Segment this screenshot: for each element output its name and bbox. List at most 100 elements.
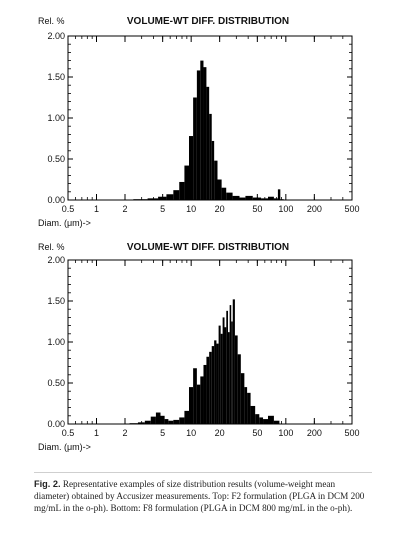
- chart-bottom-title: VOLUME-WT DIFF. DISTRIBUTION: [127, 242, 289, 253]
- chart-top-bar: [267, 196, 274, 200]
- chart-top-bar: [209, 113, 212, 200]
- chart-top-xlabel: Diam. (μm)->: [38, 218, 91, 228]
- chart-bottom-ytick-label: 0.00: [47, 419, 65, 429]
- chart-bottom-bar: [203, 364, 207, 424]
- chart-bottom-bar: [232, 299, 235, 424]
- chart-bottom-bar: [273, 420, 280, 424]
- chart-top-xtick-label: 50: [252, 204, 262, 214]
- chart-bottom-bar: [220, 333, 223, 424]
- chart-top-bar: [147, 198, 159, 200]
- chart-bottom-xtick-label: 5: [160, 428, 165, 438]
- chart-top-title: VOLUME-WT DIFF. DISTRIBUTION: [127, 16, 289, 27]
- chart-top-xtick-label: 500: [344, 204, 359, 214]
- chart-top-xtick-label: 200: [307, 204, 322, 214]
- chart-top-bar: [261, 198, 268, 200]
- chart-bottom-bar: [173, 419, 180, 424]
- chart-bottom-bar: [196, 384, 201, 424]
- chart-bottom-bar: [229, 305, 232, 424]
- chart-top-bar: [203, 67, 207, 200]
- chart-bottom-bar: [137, 422, 145, 424]
- chart-top-bar: [206, 86, 210, 200]
- chart-bottom-bar: [250, 405, 256, 424]
- chart-top-bar: [200, 60, 204, 200]
- chart-bottom-bar: [168, 420, 174, 424]
- chart-bottom-bar: [231, 321, 233, 424]
- chart-bottom-bar: [222, 317, 225, 424]
- chart-bottom: Rel. % VOLUME-WT DIFF. DISTRIBUTION Diam…: [38, 242, 360, 452]
- chart-top-bar: [179, 181, 185, 200]
- chart-top-bar: [214, 160, 218, 200]
- chart-top-ytick-label: 2.00: [47, 31, 65, 41]
- caption-label: Fig. 2.: [34, 479, 61, 489]
- figure-caption: Fig. 2. Representative examples of size …: [34, 478, 372, 515]
- chart-bottom-xtick-label: 500: [344, 428, 359, 438]
- chart-bottom-xtick-label: 0.5: [62, 428, 75, 438]
- chart-bottom-bar: [188, 387, 194, 424]
- chart-top-bar: [166, 194, 174, 200]
- chart-top-bar: [273, 198, 278, 200]
- chart-bottom-ytick-label: 1.50: [47, 296, 65, 306]
- chart-top-bar: [173, 190, 180, 200]
- chart-top: Rel. % VOLUME-WT DIFF. DISTRIBUTION Diam…: [38, 16, 360, 228]
- chart-top-xtick-label: 1: [94, 204, 99, 214]
- chart-top-bar: [184, 165, 189, 200]
- chart-bottom-bar: [200, 376, 204, 424]
- chart-top-bar: [280, 199, 284, 200]
- chart-top-xtick-label: 20: [215, 204, 225, 214]
- chart-bottom-bar: [237, 354, 241, 424]
- chart-top-bar: [133, 199, 148, 200]
- chart-bottom-bar: [216, 343, 219, 424]
- chart-bottom-xtick-label: 200: [307, 428, 322, 438]
- chart-bottom-bar: [193, 368, 197, 424]
- chart-top-ytick-label: 0.50: [47, 154, 65, 164]
- chart-bottom-bar: [184, 410, 189, 424]
- chart-top-xtick-label: 0.5: [62, 204, 75, 214]
- caption-rule: [34, 472, 372, 473]
- chart-bottom-bar: [160, 415, 165, 424]
- chart-bottom-xtick-label: 1: [94, 428, 99, 438]
- chart-bottom-bar: [209, 351, 212, 424]
- chart-bottom-bar: [259, 417, 264, 424]
- chart-bottom-xtick-label: 50: [252, 428, 262, 438]
- chart-top-bar: [221, 187, 227, 200]
- chart-bottom-xlabel: Diam. (μm)->: [38, 442, 91, 452]
- chart-top-bar: [211, 140, 215, 200]
- chart-bottom-bar: [206, 356, 210, 424]
- chart-top-bar: [188, 136, 194, 200]
- chart-bottom-ylabel: Rel. %: [38, 242, 65, 252]
- chart-bottom-bar: [226, 310, 228, 424]
- chart-top-bar: [158, 196, 167, 200]
- chart-top-xtick-label: 5: [160, 204, 165, 214]
- chart-top-xtick-label: 2: [122, 204, 127, 214]
- chart-bottom-xtick-label: 100: [278, 428, 293, 438]
- chart-bottom-bar: [247, 392, 251, 424]
- caption-text: Representative examples of size distribu…: [34, 479, 365, 514]
- chart-top-ylabel: Rel. %: [38, 16, 65, 26]
- chart-top-bar: [252, 197, 262, 200]
- chart-bottom-bar: [263, 419, 268, 424]
- chart-top-ytick-label: 1.50: [47, 72, 65, 82]
- chart-bottom-xtick-label: 2: [122, 428, 127, 438]
- chart-top-bar: [217, 179, 222, 200]
- chart-bottom-bar: [179, 417, 185, 424]
- chart-bottom-bar: [240, 373, 245, 424]
- chart-top-bar: [239, 197, 246, 200]
- chart-top-bar: [226, 192, 233, 200]
- chart-top-ytick-label: 0.00: [47, 195, 65, 205]
- chart-bottom-ytick-label: 2.00: [47, 255, 65, 265]
- chart-bottom-bar: [227, 332, 230, 424]
- chart-bottom-bar: [224, 327, 227, 424]
- chart-top-bar: [245, 195, 253, 200]
- chart-bottom-xtick-label: 10: [186, 428, 196, 438]
- figure: Rel. % VOLUME-WT DIFF. DISTRIBUTION Diam…: [38, 16, 360, 452]
- chart-bottom-bar: [267, 415, 274, 424]
- chart-top-xtick-label: 100: [278, 204, 293, 214]
- chart-bottom-bar: [150, 416, 156, 424]
- chart-bottom-bar: [155, 412, 161, 424]
- chart-bottom-bar: [255, 414, 260, 424]
- chart-bottom-bar: [211, 346, 215, 424]
- chart-top-bar: [232, 195, 240, 200]
- chart-bottom-bar: [214, 340, 217, 424]
- chart-bottom-ytick-label: 0.50: [47, 378, 65, 388]
- chart-bottom-ytick-label: 1.00: [47, 337, 65, 347]
